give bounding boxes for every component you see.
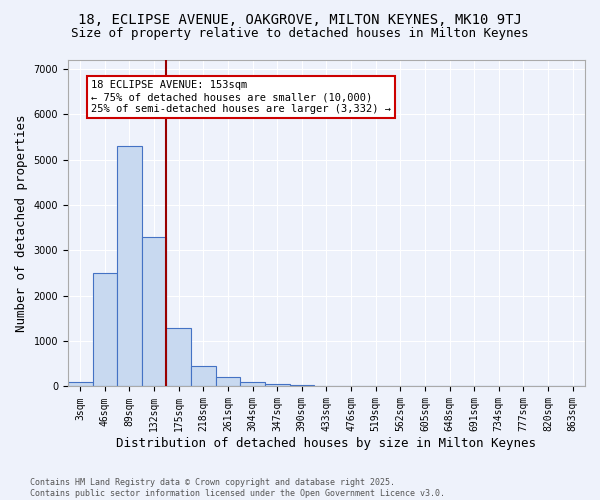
Text: 18, ECLIPSE AVENUE, OAKGROVE, MILTON KEYNES, MK10 9TJ: 18, ECLIPSE AVENUE, OAKGROVE, MILTON KEY…: [78, 12, 522, 26]
Bar: [265, 384, 290, 386]
Bar: [92, 273, 117, 386]
Text: 18 ECLIPSE AVENUE: 153sqm
← 75% of detached houses are smaller (10,000)
25% of s: 18 ECLIPSE AVENUE: 153sqm ← 75% of detac…: [91, 80, 391, 114]
Y-axis label: Number of detached properties: Number of detached properties: [15, 114, 28, 332]
Bar: [166, 328, 191, 386]
Bar: [215, 378, 240, 386]
Text: Contains HM Land Registry data © Crown copyright and database right 2025.
Contai: Contains HM Land Registry data © Crown c…: [30, 478, 445, 498]
Bar: [191, 366, 215, 386]
Bar: [68, 382, 92, 386]
X-axis label: Distribution of detached houses by size in Milton Keynes: Distribution of detached houses by size …: [116, 437, 536, 450]
Bar: [240, 382, 265, 386]
Bar: [290, 384, 314, 386]
Text: Size of property relative to detached houses in Milton Keynes: Size of property relative to detached ho…: [71, 28, 529, 40]
Bar: [142, 237, 166, 386]
Bar: [117, 146, 142, 386]
